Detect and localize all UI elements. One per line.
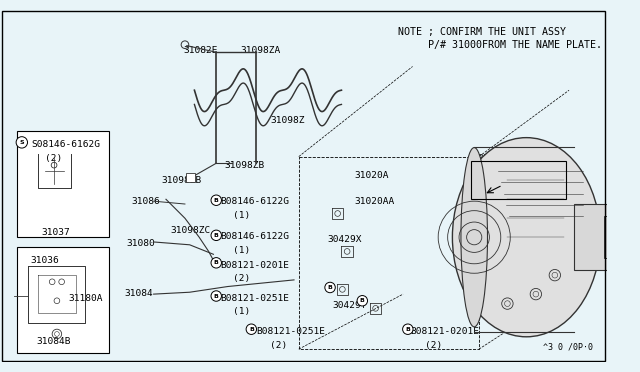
Text: 31098Z: 31098Z bbox=[270, 116, 305, 125]
Text: (1): (1) bbox=[234, 246, 251, 255]
Text: B: B bbox=[249, 327, 254, 332]
Ellipse shape bbox=[461, 148, 488, 327]
Bar bbox=[604, 217, 623, 258]
Text: 31037: 31037 bbox=[42, 228, 70, 237]
Text: (2): (2) bbox=[270, 341, 287, 350]
Text: 31098ZB: 31098ZB bbox=[225, 161, 265, 170]
Bar bbox=[472, 161, 566, 199]
Text: S08146-6162G: S08146-6162G bbox=[31, 141, 100, 150]
Text: (2): (2) bbox=[234, 274, 251, 283]
Text: 31082E: 31082E bbox=[183, 46, 218, 55]
Ellipse shape bbox=[452, 138, 600, 337]
Text: 31000: 31000 bbox=[477, 154, 506, 163]
Text: B: B bbox=[328, 285, 333, 290]
Text: 31098ZC: 31098ZC bbox=[171, 226, 211, 235]
Text: P/# 31000FROM THE NAME PLATE.: P/# 31000FROM THE NAME PLATE. bbox=[398, 40, 602, 50]
Text: 31080: 31080 bbox=[126, 239, 155, 248]
Bar bbox=[17, 131, 109, 237]
Text: B08121-0201E: B08121-0201E bbox=[411, 327, 479, 336]
Text: (2): (2) bbox=[425, 341, 442, 350]
Text: 30429Y: 30429Y bbox=[332, 301, 367, 310]
Circle shape bbox=[403, 324, 413, 334]
Text: B: B bbox=[405, 327, 410, 332]
Circle shape bbox=[16, 137, 28, 148]
Text: B08121-0251E: B08121-0251E bbox=[256, 327, 325, 336]
Text: B: B bbox=[214, 294, 219, 298]
Circle shape bbox=[357, 295, 367, 306]
Text: SEC.330: SEC.330 bbox=[513, 174, 554, 183]
Text: 31036: 31036 bbox=[30, 256, 59, 265]
Text: B08121-0201E: B08121-0201E bbox=[220, 261, 289, 270]
Circle shape bbox=[211, 195, 221, 205]
Text: B08146-6122G: B08146-6122G bbox=[220, 232, 289, 241]
Text: B08121-0251E: B08121-0251E bbox=[220, 294, 289, 303]
Text: B: B bbox=[214, 260, 219, 265]
Text: 31020: 31020 bbox=[465, 192, 493, 201]
Text: NOTE ; CONFIRM THE UNIT ASSY: NOTE ; CONFIRM THE UNIT ASSY bbox=[398, 27, 566, 37]
Circle shape bbox=[246, 324, 257, 334]
Text: B08146-6122G: B08146-6122G bbox=[220, 198, 289, 206]
Text: 31020AA: 31020AA bbox=[355, 198, 395, 206]
Text: 31084B: 31084B bbox=[36, 337, 70, 346]
Text: 31180A: 31180A bbox=[68, 294, 103, 303]
Text: 30429X: 30429X bbox=[327, 235, 362, 244]
Text: 31098ZB: 31098ZB bbox=[161, 176, 202, 185]
Circle shape bbox=[211, 230, 221, 241]
Text: 31086: 31086 bbox=[132, 198, 161, 206]
Text: B: B bbox=[214, 198, 219, 203]
Bar bbox=[17, 247, 109, 353]
Circle shape bbox=[211, 291, 221, 301]
Bar bbox=[574, 204, 607, 270]
Text: S: S bbox=[19, 140, 24, 145]
Text: 31098ZA: 31098ZA bbox=[240, 46, 280, 55]
Text: B: B bbox=[360, 298, 365, 303]
Text: (1): (1) bbox=[234, 211, 251, 219]
Text: B: B bbox=[214, 233, 219, 238]
Text: (1): (1) bbox=[234, 307, 251, 317]
Circle shape bbox=[211, 257, 221, 268]
Text: 31020A: 31020A bbox=[355, 171, 389, 180]
Circle shape bbox=[325, 282, 335, 293]
Text: ^3 0 /0P·0: ^3 0 /0P·0 bbox=[543, 342, 593, 351]
Text: 31084: 31084 bbox=[124, 289, 153, 298]
Text: 31009: 31009 bbox=[472, 297, 501, 306]
Bar bbox=[186, 173, 195, 182]
Text: (2): (2) bbox=[45, 154, 62, 163]
